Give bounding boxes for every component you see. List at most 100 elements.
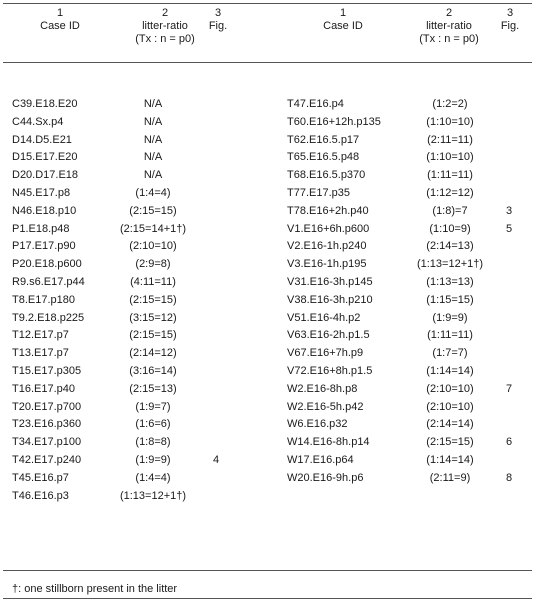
table-row: T42.E17.p240 (1:9=9) 4 bbox=[12, 452, 252, 470]
table-row: D15.E17.E20 N/A bbox=[12, 149, 252, 167]
litter-ratio: (1:9=9) bbox=[135, 453, 171, 466]
table-row: T34.E17.p100 (1:8=8) bbox=[12, 434, 252, 452]
table-row: T13.E17.p7 (2:14=12) bbox=[12, 345, 252, 363]
table-row: T16.E17.p40 (2:15=13) bbox=[12, 381, 252, 399]
case-id: T47.E16.p4 bbox=[287, 98, 344, 110]
header-right-ratio: 2 litter-ratio (Tx : n = p0) bbox=[404, 7, 494, 46]
case-id: N45.E17.p8 bbox=[12, 186, 71, 199]
table-row: V31.E16-3h.p145 (1:13=13) bbox=[287, 274, 527, 292]
case-id: R9.s6.E17.p44 bbox=[12, 275, 85, 288]
header-sublabel: (Tx : n = p0) bbox=[419, 33, 479, 45]
litter-ratio: (2:15=15) bbox=[129, 293, 177, 306]
case-id: W17.E16.p64 bbox=[287, 453, 354, 466]
case-id: T60.E16+12h.p135 bbox=[287, 115, 381, 128]
table-row: T77.E17.p35 (1:12=12) bbox=[287, 185, 527, 203]
header-label: litter-ratio bbox=[142, 20, 188, 32]
case-id: T15.E17.p305 bbox=[12, 364, 82, 377]
litter-ratio: (1:13=12+1†) bbox=[119, 489, 187, 502]
table-row: T23.E16.p360 (1:6=6) bbox=[12, 416, 252, 434]
case-id: V63.E16-2h.p1.5 bbox=[287, 329, 370, 342]
table-row: C39.E18.E20 N/A bbox=[12, 96, 252, 114]
table-row: T78.E16+2h.p40 (1:8)=7 3 bbox=[287, 203, 527, 221]
case-id: T77.E17.p35 bbox=[287, 186, 350, 199]
table-row: T47.E16.p4 (1:2=2) bbox=[287, 96, 527, 114]
table-row: N45.E17.p8 (1:4=4) bbox=[12, 185, 252, 203]
header-number: 3 bbox=[506, 7, 514, 19]
header-label: Fig. bbox=[208, 20, 228, 32]
case-id: V51.E16-4h.p2 bbox=[287, 311, 361, 324]
table-row: T62.E16.5.p17 (2:11=11) bbox=[287, 132, 527, 150]
table-row: D20.D17.E18 N/A bbox=[12, 167, 252, 185]
table-row: N46.E18.p10 (2:15=15) bbox=[12, 203, 252, 221]
litter-ratio: (2:9=8) bbox=[135, 258, 171, 271]
litter-ratio: (2:14=13) bbox=[426, 240, 474, 253]
table-row: V38.E16-3h.p210 (1:15=15) bbox=[287, 292, 527, 310]
table-row: P20.E18.p600 (2:9=8) bbox=[12, 256, 252, 274]
case-id: W14.E16-8h.p14 bbox=[287, 436, 370, 449]
table-row: V2.E16-1h.p240 (2:14=13) bbox=[287, 238, 527, 256]
table-row: W17.E16.p64 (1:14=14) bbox=[287, 452, 527, 470]
table-row: T65.E16.5.p48 (1:10=10) bbox=[287, 149, 527, 167]
case-id: C44.Sx.p4 bbox=[12, 115, 64, 128]
table-row: V72.E16+8h.p1.5 (1:14=14) bbox=[287, 363, 527, 381]
case-id: T65.E16.5.p48 bbox=[287, 151, 360, 164]
litter-ratio: (4:11=11) bbox=[130, 275, 176, 288]
table-row: W14.E16-8h.p14 (2:15=15) 6 bbox=[287, 434, 527, 452]
litter-ratio: (1:6=6) bbox=[135, 418, 171, 431]
case-id: V3.E16-1h.p195 bbox=[287, 258, 367, 271]
table-row: W20.E16-9h.p6 (2:11=9) 8 bbox=[287, 470, 527, 488]
litter-ratio: (1:7=7) bbox=[432, 347, 468, 360]
litter-ratio: (3:15=12) bbox=[129, 311, 177, 324]
litter-ratio: (1:9=9) bbox=[432, 311, 468, 324]
table-row: T20.E17.p700 (1:9=7) bbox=[12, 399, 252, 417]
figure-number: 3 bbox=[506, 204, 513, 217]
table-row: T68.E16.5.p370 (1:11=11) bbox=[287, 167, 527, 185]
litter-ratio: (1:8)=7 bbox=[432, 204, 468, 217]
table-row: W2.E16-5h.p42 (2:10=10) bbox=[287, 399, 527, 417]
table-row: V67.E16+7h.p9 (1:7=7) bbox=[287, 345, 527, 363]
litter-ratio: (2:15=14+1†) bbox=[119, 222, 187, 235]
table-row: T15.E17.p305 (3:16=14) bbox=[12, 363, 252, 381]
figure-number: 5 bbox=[506, 222, 513, 235]
table-row: W2.E16-8h.p8 (2:10=10) 7 bbox=[287, 381, 527, 399]
case-id: T42.E17.p240 bbox=[12, 453, 82, 466]
litter-ratio: (2:10=10) bbox=[129, 240, 177, 253]
case-id: T45.E16.p7 bbox=[12, 471, 69, 484]
table-row: T46.E16.p3 (1:13=12+1†) bbox=[12, 488, 252, 506]
case-id: T20.E17.p700 bbox=[12, 400, 82, 413]
figure-number: 8 bbox=[506, 471, 513, 484]
header-label: Case ID bbox=[40, 20, 80, 32]
table-row: P1.E18.p48 (2:15=14+1†) bbox=[12, 221, 252, 239]
header-left-caseid: 1 Case ID bbox=[20, 7, 100, 33]
case-id: T12.E17.p7 bbox=[12, 329, 69, 342]
table-row: R9.s6.E17.p44 (4:11=11) bbox=[12, 274, 252, 292]
litter-ratio: N/A bbox=[143, 115, 163, 128]
case-id: T34.E17.p100 bbox=[12, 436, 82, 449]
litter-ratio: (1:10=10) bbox=[426, 115, 474, 128]
litter-ratio: (2:15=15) bbox=[426, 436, 474, 449]
case-id: T23.E16.p360 bbox=[12, 418, 82, 431]
table-row: W6.E16.p32 (2:14=14) bbox=[287, 416, 527, 434]
litter-ratio: N/A bbox=[143, 151, 163, 164]
litter-ratio: (2:14=12) bbox=[129, 347, 177, 360]
case-id: D20.D17.E18 bbox=[12, 169, 79, 182]
header-label: Case ID bbox=[323, 20, 363, 32]
table-row: D14.D5.E21 N/A bbox=[12, 132, 252, 150]
case-id: V1.E16+6h.p600 bbox=[287, 222, 370, 235]
litter-ratio: (1:4=4) bbox=[135, 471, 171, 484]
litter-ratio: (3:16=14) bbox=[129, 364, 177, 377]
case-id: T46.E16.p3 bbox=[12, 489, 69, 502]
table-bottom-rule bbox=[3, 570, 532, 571]
litter-ratio: (1:15=15) bbox=[426, 293, 474, 306]
case-id: T68.E16.5.p370 bbox=[287, 169, 366, 182]
litter-ratio: (1:10=10) bbox=[426, 151, 474, 164]
case-id: P1.E18.p48 bbox=[12, 222, 70, 235]
table-row: V51.E16-4h.p2 (1:9=9) bbox=[287, 310, 527, 328]
case-id: V31.E16-3h.p145 bbox=[287, 275, 373, 288]
right-table-column: T47.E16.p4 (1:2=2) T60.E16+12h.p135 (1:10=1… bbox=[287, 96, 527, 488]
litter-ratio: (1:12=12) bbox=[426, 186, 474, 199]
table-row: V3.E16-1h.p195 (1:13=12+1†) bbox=[287, 256, 527, 274]
header-rule bbox=[3, 62, 532, 63]
table-row: T60.E16+12h.p135 (1:10=10) bbox=[287, 114, 527, 132]
table-row: T12.E17.p7 (2:15=15) bbox=[12, 327, 252, 345]
